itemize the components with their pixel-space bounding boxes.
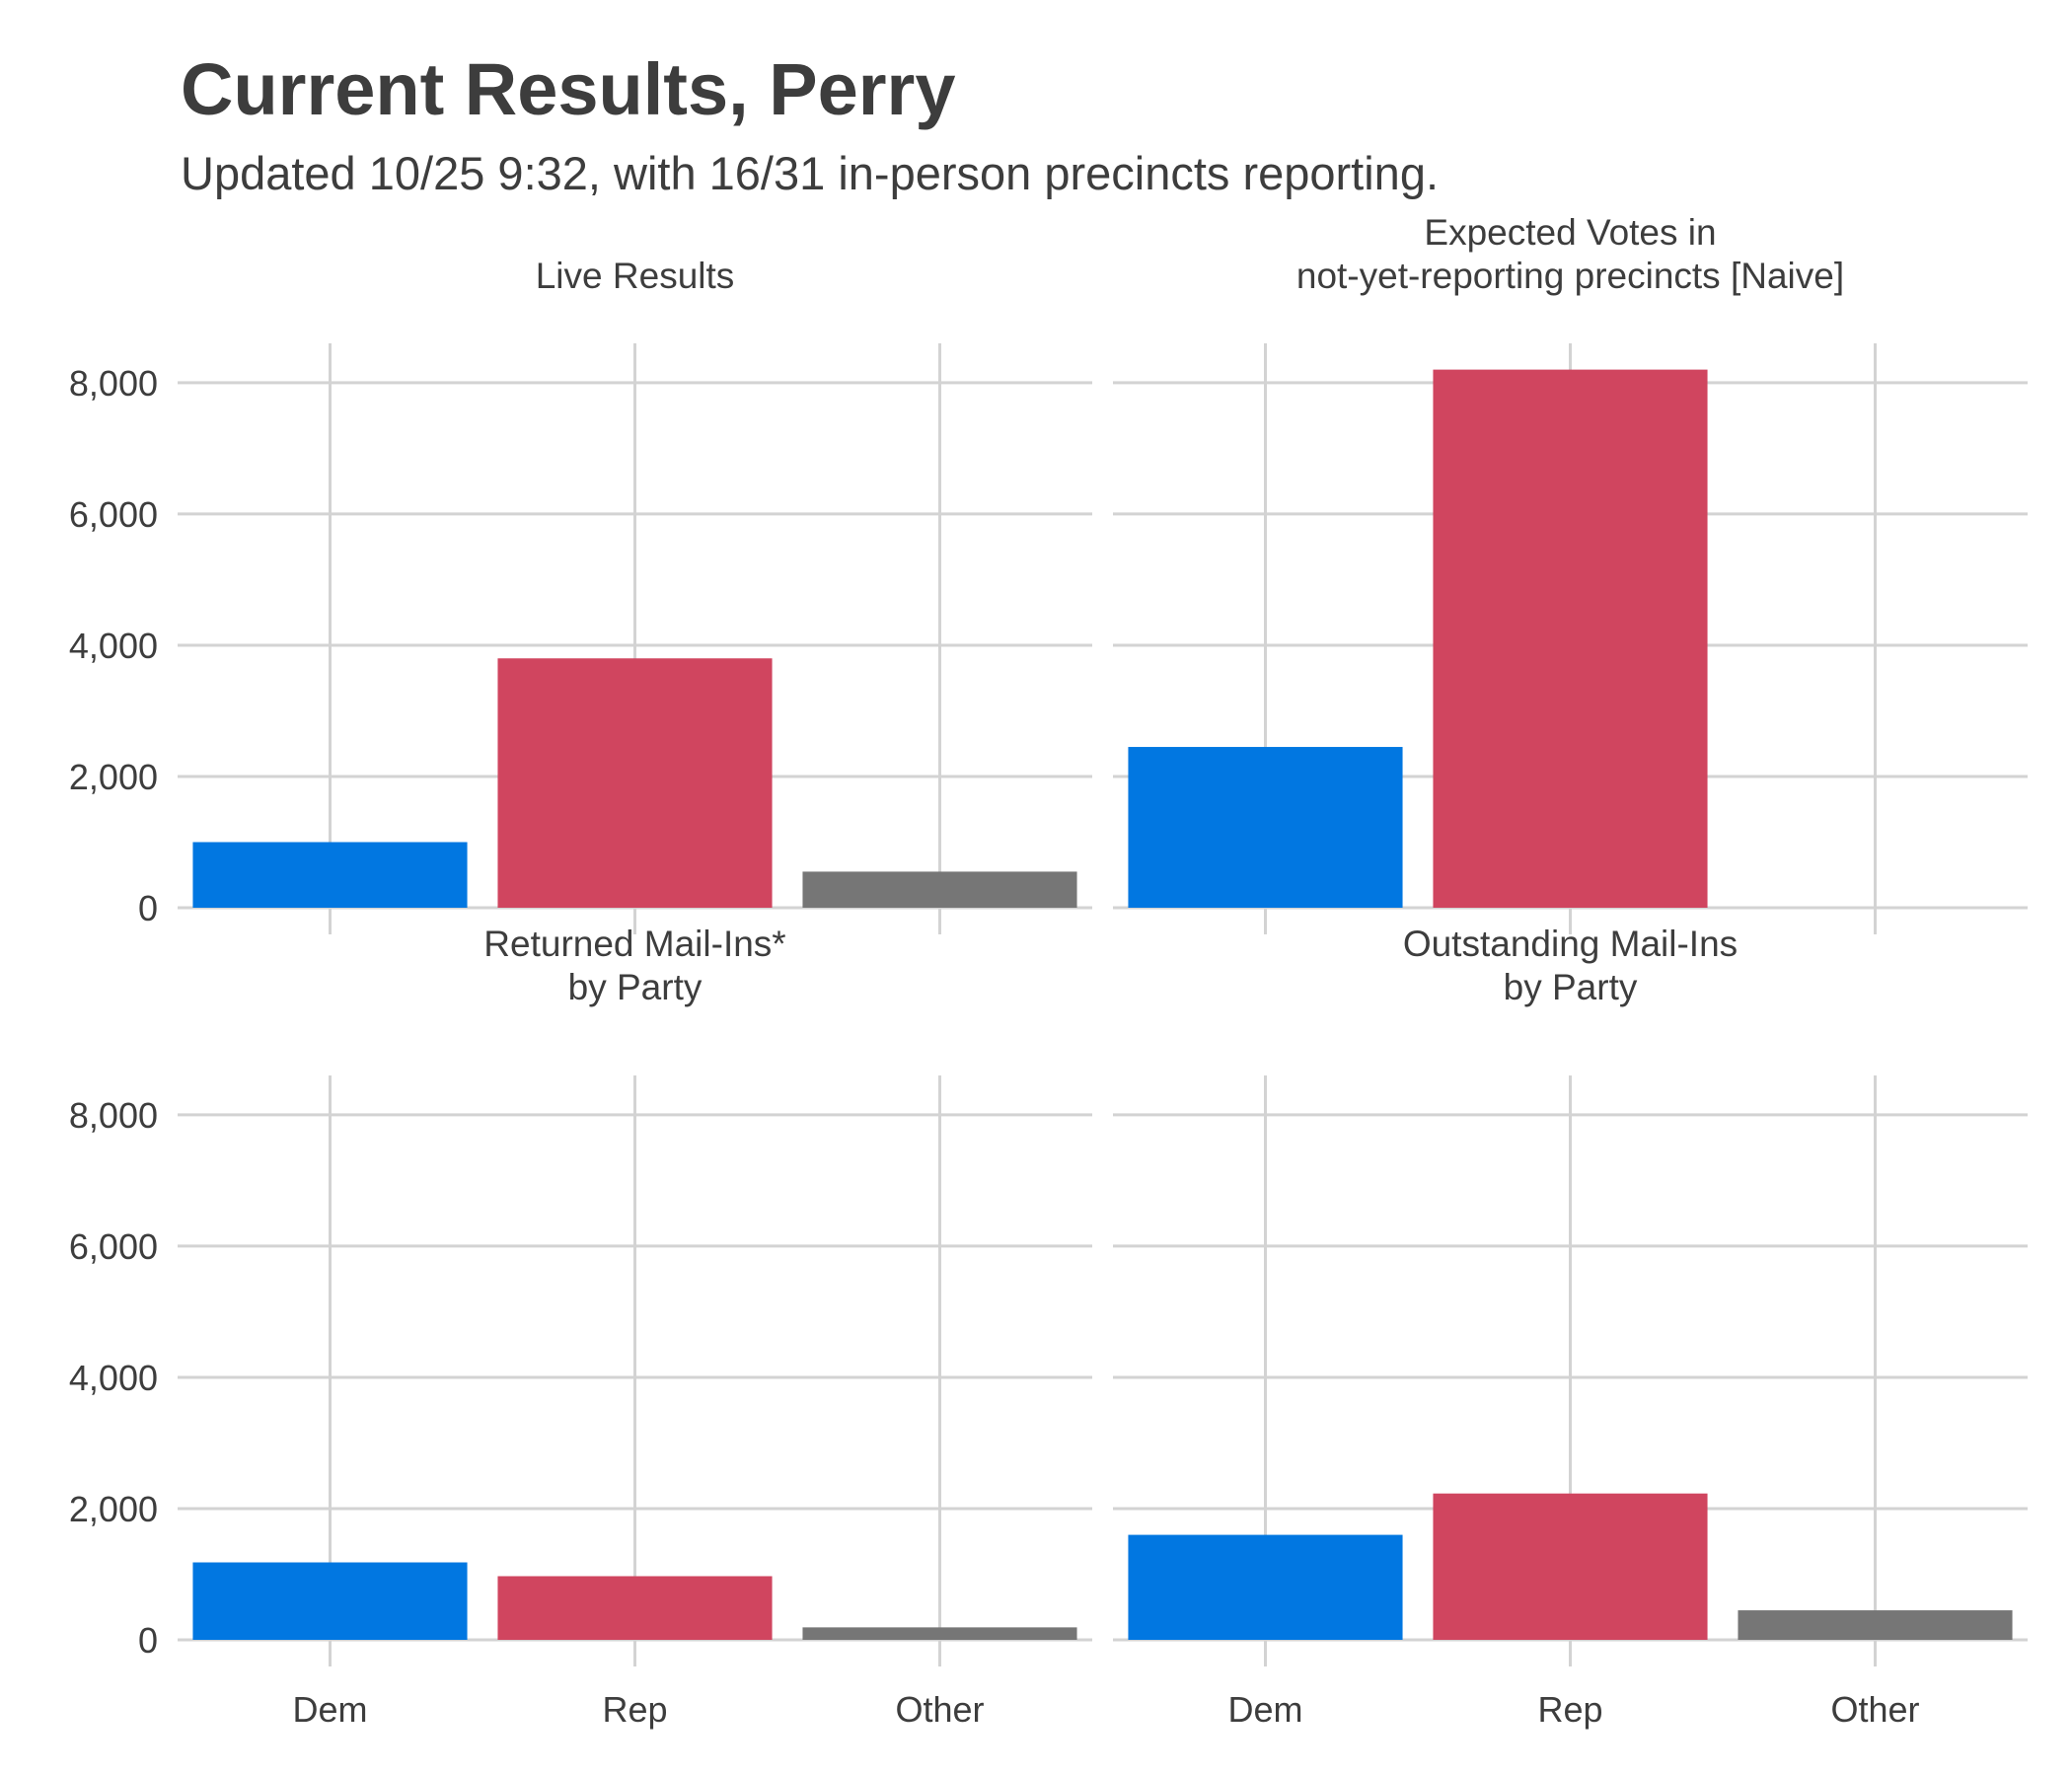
x-tick-label: Rep	[1537, 1689, 1602, 1730]
bar-dem	[1128, 1534, 1403, 1640]
bar-dem	[192, 1562, 468, 1640]
chart-title: Current Results, Perry	[181, 48, 956, 130]
bar-rep	[1433, 369, 1708, 909]
y-tick-label: 6,000	[69, 494, 158, 535]
bar-dem	[192, 842, 468, 908]
bar-rep	[497, 1576, 773, 1640]
panel-title-line: Expected Votes in	[1424, 212, 1716, 253]
panel-title-line: Live Results	[536, 256, 735, 296]
panel-title-line: by Party	[568, 967, 703, 1007]
y-tick-label: 2,000	[69, 757, 158, 797]
bar-other	[802, 871, 1077, 908]
x-tick-label: Dem	[1227, 1689, 1302, 1730]
panel-title-line: Outstanding Mail-Ins	[1403, 924, 1738, 964]
y-tick-label: 2,000	[69, 1489, 158, 1529]
panel-title-line: not-yet-reporting precincts [Naive]	[1296, 256, 1844, 296]
x-tick-label: Other	[895, 1689, 984, 1730]
panel-title-line: Returned Mail-Ins*	[483, 924, 785, 964]
panel-title-line: by Party	[1504, 967, 1638, 1007]
y-tick-label: 4,000	[69, 1358, 158, 1398]
bar-dem	[1128, 747, 1403, 908]
y-tick-label: 6,000	[69, 1226, 158, 1267]
y-tick-label: 0	[138, 1620, 158, 1661]
x-tick-label: Rep	[602, 1689, 667, 1730]
y-tick-label: 4,000	[69, 626, 158, 666]
y-tick-label: 8,000	[69, 363, 158, 404]
x-tick-label: Dem	[292, 1689, 367, 1730]
bar-rep	[497, 658, 773, 908]
bar-rep	[1433, 1493, 1708, 1640]
bar-other	[802, 1627, 1077, 1640]
chart-subtitle: Updated 10/25 9:32, with 16/31 in-person…	[181, 147, 1440, 199]
x-tick-label: Other	[1830, 1689, 1919, 1730]
bar-other	[1738, 1610, 2013, 1640]
y-tick-label: 0	[138, 888, 158, 928]
y-tick-label: 8,000	[69, 1095, 158, 1136]
